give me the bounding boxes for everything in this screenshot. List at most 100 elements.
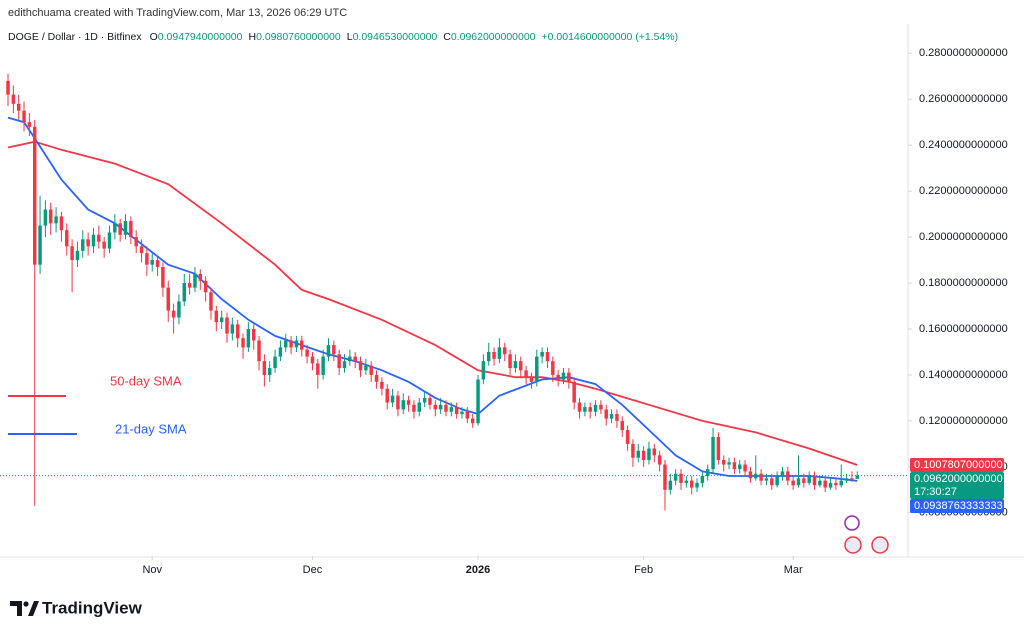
price-label: 0.1007807000000 (914, 459, 1003, 471)
candle-body (230, 324, 235, 334)
candle-body (572, 381, 576, 403)
candle-body (535, 356, 539, 382)
candle-body (401, 400, 405, 410)
candle-body (764, 478, 769, 481)
x-tick-label: Nov (142, 564, 162, 576)
legend-line: DOGE / Dollar · 1D · Bitfinex O0.09479400… (8, 31, 678, 43)
y-tick-label: 0.2000000000000 (919, 231, 1008, 243)
candle-body (529, 377, 534, 382)
candle-body (198, 273, 203, 281)
candle-body (139, 246, 144, 254)
candle-body (209, 292, 213, 311)
candle-body (470, 418, 475, 424)
candle-body (332, 345, 336, 355)
candle-body (807, 476, 811, 483)
candle-body (396, 395, 400, 410)
candle-body (615, 414, 619, 421)
ohlc-value: 0.0980760000000 (256, 31, 341, 43)
price-label: 0.0962000000000 (914, 473, 1003, 485)
y-tick-label: 0.2600000000000 (919, 93, 1008, 105)
candle-body (508, 354, 512, 369)
candle-body (257, 340, 261, 362)
candle-body (513, 361, 518, 369)
candle-body (438, 404, 443, 410)
candle-body (305, 349, 309, 357)
candle-body (374, 374, 379, 382)
ohlc-key: O (150, 31, 158, 43)
candle-body (465, 411, 470, 419)
candle-body (492, 351, 496, 359)
candle-body (786, 471, 790, 481)
x-tick-label: Feb (634, 564, 653, 576)
candle-body (604, 409, 608, 419)
icon (871, 536, 889, 554)
logo-mark (10, 601, 22, 616)
candle-body (599, 404, 603, 410)
brand-logo: TradingView (10, 598, 143, 617)
candle-body (770, 478, 774, 486)
candle-body (641, 450, 646, 460)
sma-line (7, 140, 858, 466)
candle-body (802, 478, 806, 483)
annotation: 21-day SMA (115, 421, 187, 436)
candle-body (748, 471, 753, 479)
candle-body (417, 402, 422, 412)
candle-body (353, 356, 357, 362)
candle-body (16, 103, 21, 111)
ohlc-value: 0.0947940000000 (158, 31, 243, 43)
candle-body (107, 232, 112, 249)
candle-body (481, 361, 486, 380)
ohlc-key: C (443, 31, 451, 43)
candle-body (844, 478, 849, 481)
candle-body (91, 234, 96, 247)
candle-body (583, 407, 587, 412)
candle-body (668, 480, 673, 490)
candle-body (823, 480, 827, 488)
candle-body (700, 476, 705, 483)
candle-body (102, 241, 106, 249)
candle-body (834, 482, 838, 486)
candle-body (818, 480, 822, 486)
candle-body (460, 411, 464, 415)
candle-body (59, 216, 64, 231)
y-tick-label: 0.1800000000000 (919, 277, 1008, 289)
candle-body (732, 462, 737, 470)
candle-body (721, 459, 726, 465)
candle-body (428, 397, 432, 405)
candle-body (433, 404, 438, 410)
candle-body (738, 464, 742, 470)
candle-body (524, 370, 528, 378)
candle-body (75, 250, 80, 261)
candle-body (812, 476, 817, 486)
candle-body (27, 122, 32, 127)
candle-body (657, 455, 662, 465)
y-tick-label: 0.2800000000000 (919, 47, 1008, 59)
x-tick-label: Dec (303, 564, 323, 576)
candle-body (839, 480, 843, 486)
candle-body (246, 328, 251, 348)
candle-body (97, 234, 101, 242)
logo-mark (28, 601, 39, 616)
candle-body (32, 126, 37, 265)
candle-body (129, 221, 133, 238)
ohlc-value: 0.0962000000000 (451, 31, 536, 43)
price-label-box (910, 499, 1004, 514)
candle-body (850, 478, 854, 480)
candle-body (166, 287, 170, 311)
candle-body (342, 361, 347, 369)
ohlc-value: 0.0946530000000 (353, 31, 438, 43)
icons (844, 515, 889, 554)
x-tick-label: 2026 (466, 564, 490, 576)
candle-body (620, 420, 624, 431)
candle-body (695, 482, 699, 488)
icon (844, 536, 862, 554)
candle-body (364, 365, 368, 371)
candle-body (454, 407, 459, 415)
sma-line (7, 116, 858, 482)
candle-body (716, 436, 721, 460)
ohlc-key: H (248, 31, 256, 43)
candle-body (193, 273, 197, 288)
